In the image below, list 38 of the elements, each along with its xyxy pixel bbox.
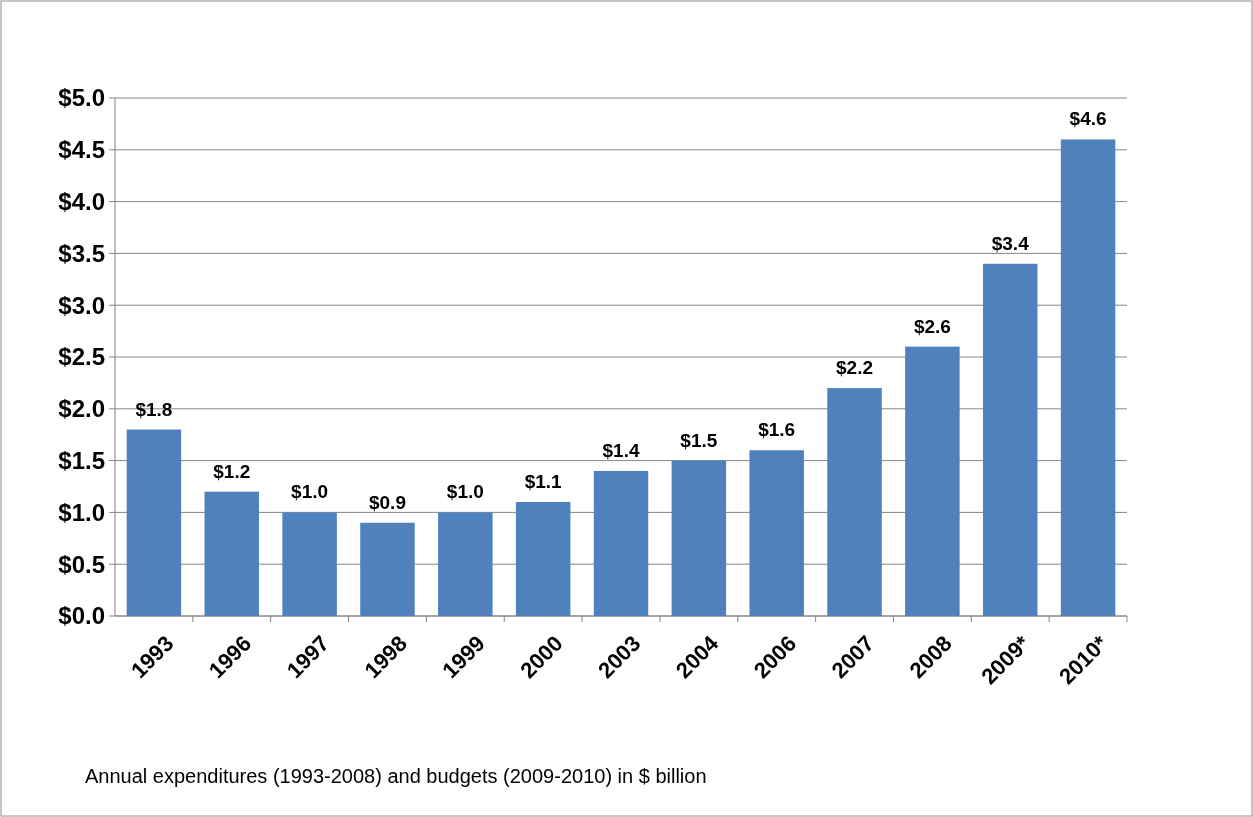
y-tick-label: $2.5 xyxy=(58,343,105,371)
data-label: $4.6 xyxy=(1069,108,1107,130)
bar xyxy=(749,450,804,616)
data-label: $1.5 xyxy=(680,429,718,451)
y-tick-label: $1.0 xyxy=(58,498,105,526)
y-tick-label: $1.5 xyxy=(58,447,105,474)
data-label: $1.4 xyxy=(602,439,640,461)
y-tick-label: $0.5 xyxy=(58,550,105,578)
y-tick-label: $3.5 xyxy=(58,239,105,267)
bar xyxy=(982,263,1038,616)
bar xyxy=(827,388,882,616)
bar xyxy=(204,491,260,616)
data-label: $3.4 xyxy=(991,232,1030,254)
y-tick-label: $0.0 xyxy=(58,602,105,630)
data-label: $1.2 xyxy=(213,460,251,482)
bar xyxy=(282,512,337,616)
bar xyxy=(438,512,493,616)
data-label: $1.0 xyxy=(446,481,484,503)
data-label: $0.9 xyxy=(368,491,406,513)
bar xyxy=(671,460,727,616)
y-tick-label: $3.0 xyxy=(58,291,105,319)
y-tick-label: $4.0 xyxy=(58,188,105,215)
text: Annual expenditures (1993-2008) and budgets (2009-2010) in $ billion xyxy=(85,765,707,787)
data-label: $2.2 xyxy=(836,357,874,379)
bar xyxy=(126,429,182,616)
y-tick-label: $2.0 xyxy=(58,395,105,423)
y-tick-label: $5.0 xyxy=(58,84,105,112)
data-label: $1.0 xyxy=(291,481,329,503)
bar xyxy=(593,470,649,616)
bar xyxy=(905,346,960,616)
data-label: $2.6 xyxy=(913,315,951,337)
bar xyxy=(1060,139,1116,616)
y-tick-label: $4.5 xyxy=(58,136,105,164)
data-label: $1.6 xyxy=(758,419,796,441)
data-label: $1.8 xyxy=(135,398,173,420)
data-label: $1.1 xyxy=(524,471,563,493)
bar xyxy=(360,522,415,616)
bar xyxy=(515,502,571,616)
